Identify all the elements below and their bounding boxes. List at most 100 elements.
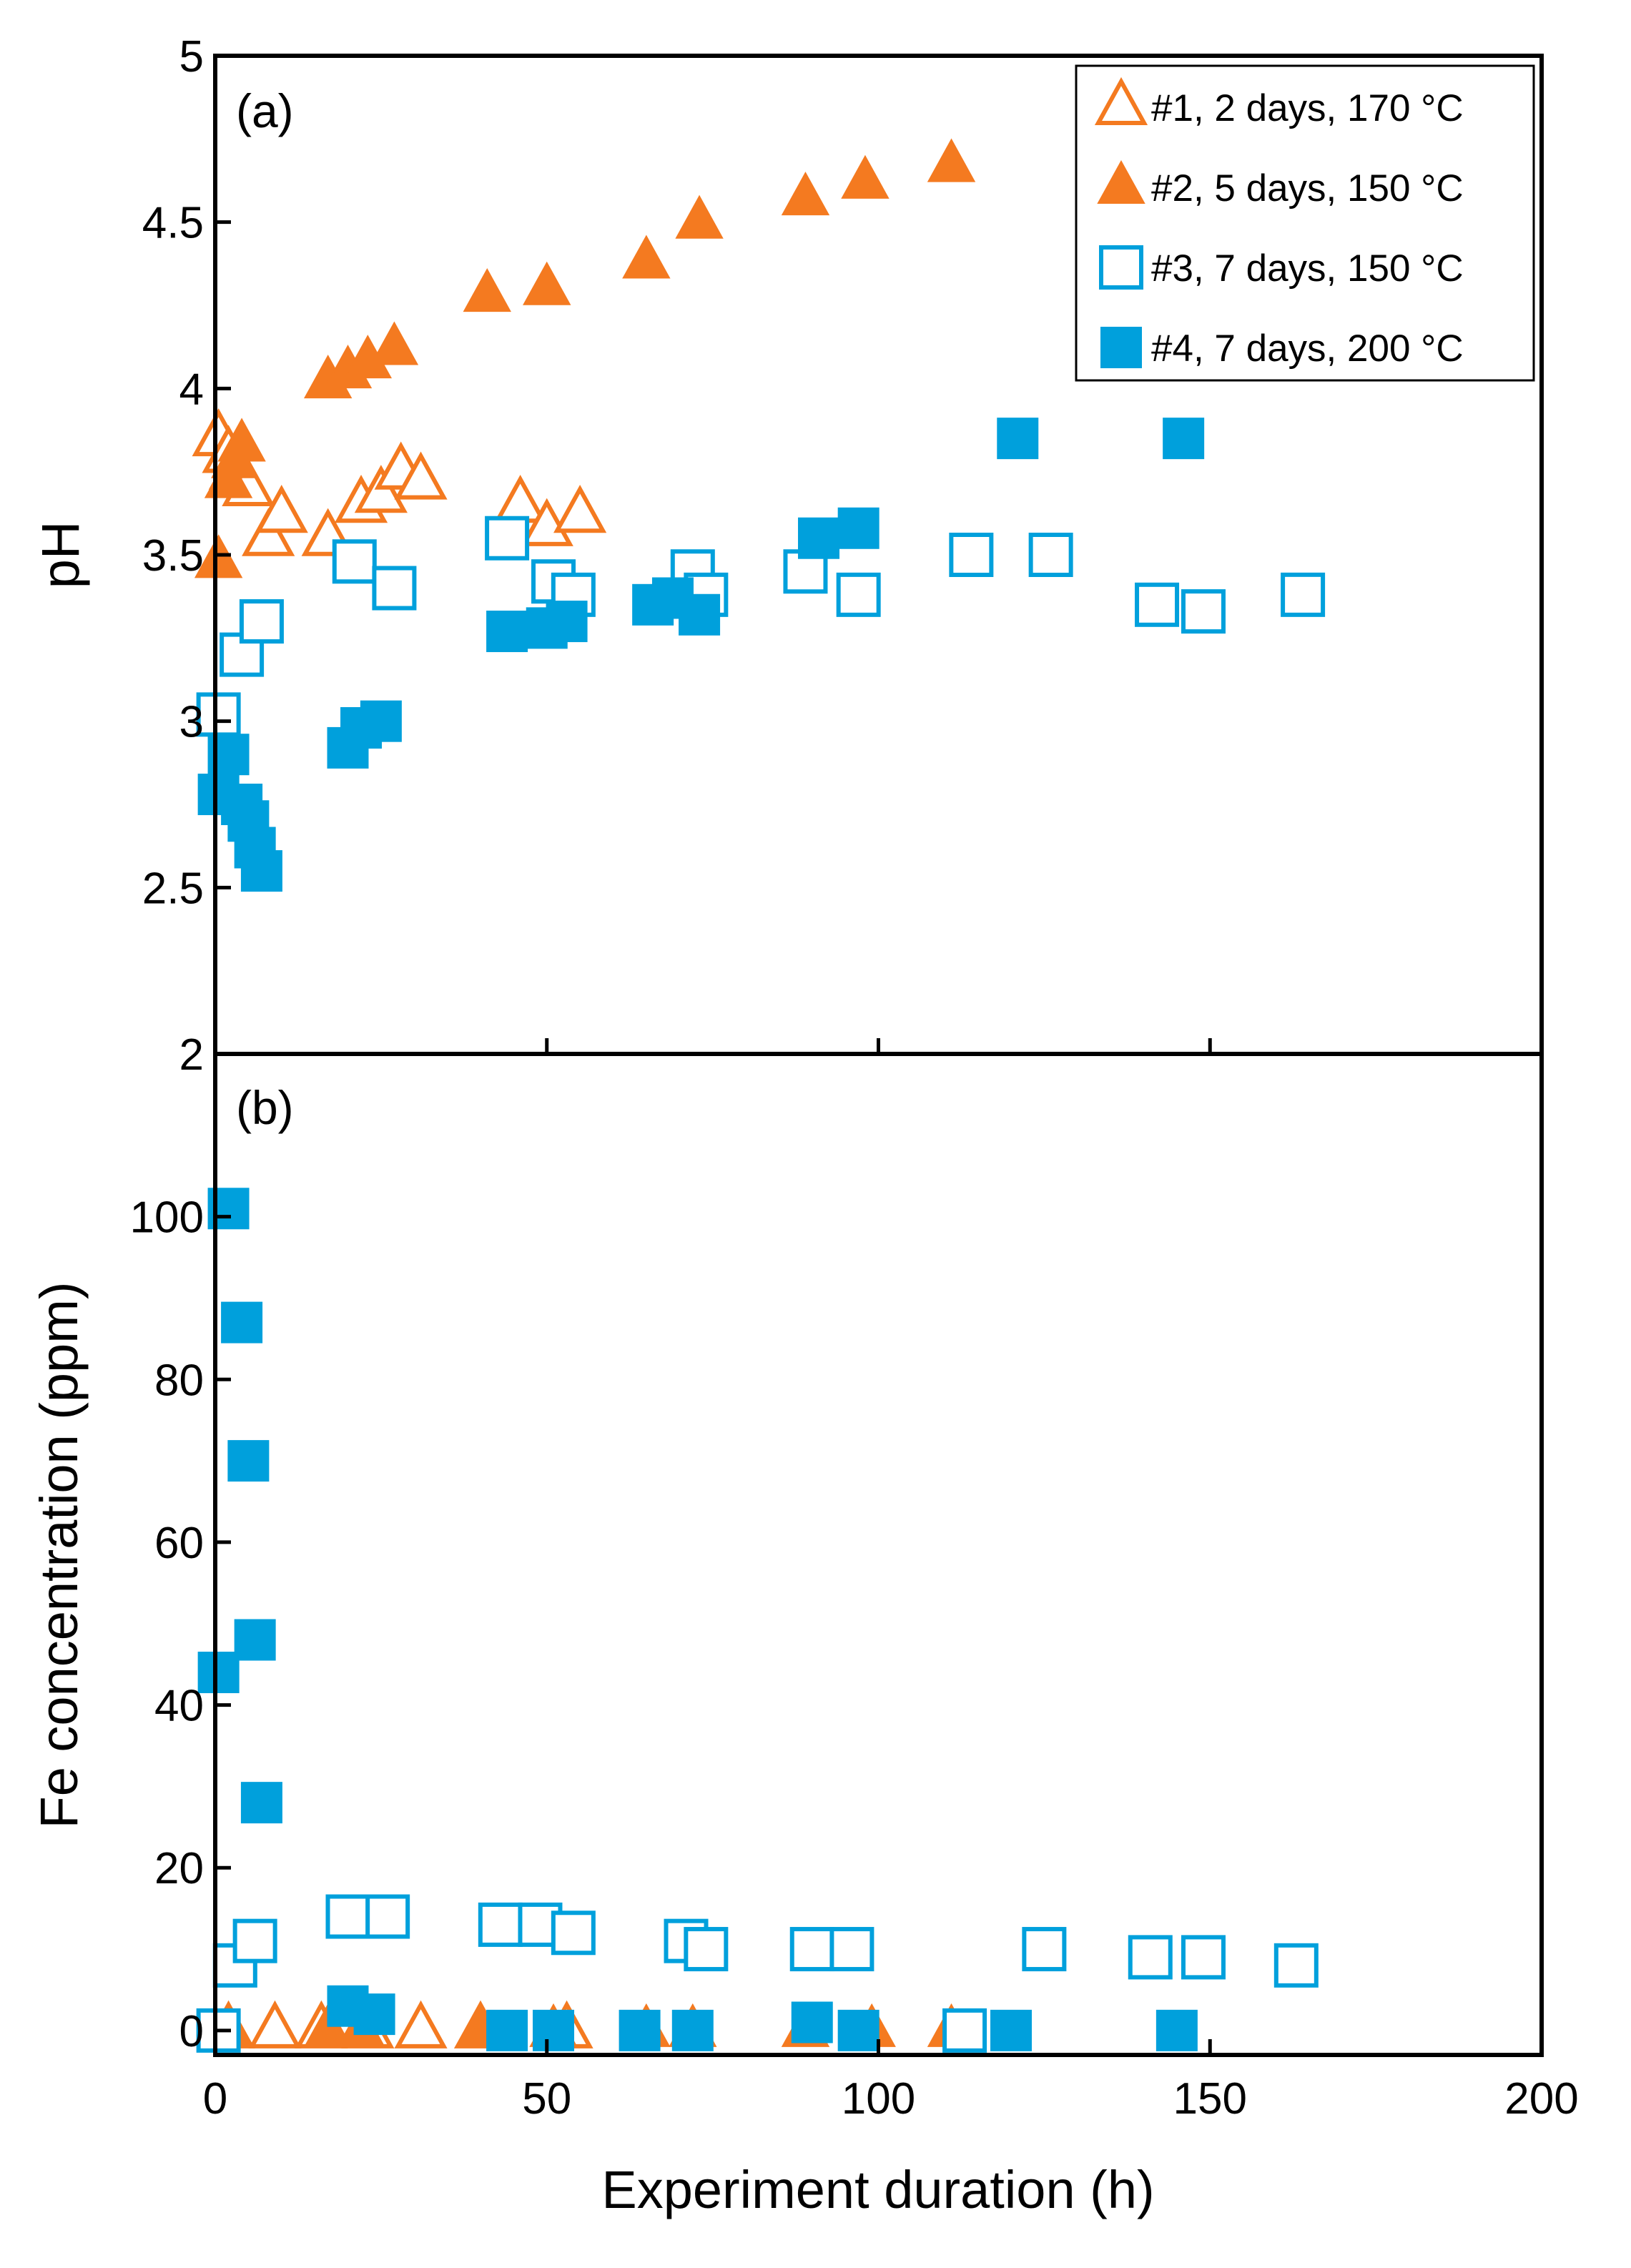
y-tick-label: 3.5	[142, 531, 204, 581]
legend: #1, 2 days, 170 °C #2, 5 days, 150 °C #3, …	[1075, 64, 1535, 382]
data-point-square-open	[829, 1927, 874, 1972]
y-tick-label: 100	[130, 1193, 204, 1243]
data-point-square-filled	[197, 1652, 240, 1694]
data-point-square-filled	[837, 507, 879, 549]
data-point-triangle-filled	[622, 235, 671, 279]
data-point-triangle-open	[553, 484, 607, 533]
data-point-square-filled	[486, 2009, 528, 2051]
data-point-square-filled	[234, 1619, 276, 1661]
x-tick-label: 200	[1504, 2074, 1578, 2124]
data-point-triangle-filled	[463, 268, 511, 312]
panel-a-x-ticks	[213, 1038, 1544, 1054]
data-point-square-filled	[619, 2009, 661, 2051]
panel-a-ph: 22.533.544.55 (a) pH #1, 2 days, 170 °C#…	[31, 32, 1544, 1080]
panel-b-y-axis-title: Fe concentration (ppm)	[29, 1281, 89, 1828]
data-point-triangle-filled	[217, 418, 266, 462]
data-point-square-open	[332, 539, 377, 584]
y-tick-label: 0	[179, 2007, 204, 2056]
data-point-triangle-open	[394, 451, 448, 500]
data-point-square-filled	[791, 2001, 833, 2043]
x-axis-title: Experiment duration (h)	[601, 2160, 1154, 2219]
data-point-triangle-filled	[927, 138, 976, 182]
data-point-square-open	[1128, 1935, 1173, 1980]
panel-b-y-ticks: 0 20 40 60 80 100	[130, 1193, 231, 2056]
data-point-square-filled	[1163, 418, 1205, 460]
data-point-triangle-open	[354, 465, 408, 513]
data-point-square-open	[1028, 533, 1073, 577]
x-tick-label: 50	[522, 2074, 571, 2124]
data-point-square-open	[1181, 1935, 1226, 1980]
data-point-square-filled	[240, 850, 282, 892]
y-tick-label: 60	[154, 1519, 204, 1568]
data-point-square-open	[684, 1927, 729, 1972]
legend-entry-label: #2, 5 days, 150 °C	[1151, 167, 1464, 209]
data-point-square-filled	[353, 1993, 395, 2036]
data-point-square-filled	[837, 2009, 879, 2051]
panel-b-fe: 0 20 40 60 80 100 0 50 100 150 200 (b) Fe concent…	[29, 1052, 1579, 2219]
panel-b-frame	[213, 1052, 1544, 2057]
panel-b-markers	[196, 1188, 1319, 2053]
data-point-square-filled	[533, 2009, 575, 2051]
legend-box	[1075, 64, 1535, 382]
y-tick-label: 2	[179, 1030, 204, 1080]
data-point-square-open	[372, 566, 417, 611]
data-point-square-open	[1135, 582, 1180, 627]
legend-entry-label: #4, 7 days, 200 °C	[1151, 327, 1464, 370]
legend-marker-square-filled	[1100, 327, 1142, 368]
panel-b-x-ticks: 0 50 100 150 200	[203, 2039, 1579, 2124]
data-point-triangle-filled	[841, 154, 890, 199]
data-point-triangle-filled	[781, 172, 830, 216]
data-point-square-filled	[227, 1440, 270, 1482]
data-point-triangle-filled	[675, 194, 724, 239]
data-point-square-filled	[486, 611, 528, 653]
data-point-square-filled	[546, 601, 588, 643]
y-tick-label: 2.5	[142, 864, 204, 913]
legend-entry-label: #3, 7 days, 150 °C	[1151, 247, 1464, 290]
data-point-square-open	[789, 1927, 834, 1972]
data-point-square-open	[836, 572, 881, 617]
legend-marker-triangle-open	[1094, 77, 1148, 126]
y-tick-label: 4.5	[142, 199, 204, 248]
data-point-triangle-open	[255, 484, 308, 533]
data-point-square-filled	[221, 1301, 263, 1343]
data-point-square-open	[942, 2008, 987, 2053]
data-point-square-open	[1281, 572, 1326, 617]
panel-b-label: (b)	[236, 1081, 294, 1134]
legend-marker-square-open	[1099, 245, 1143, 290]
data-point-square-open	[949, 533, 994, 577]
y-tick-label: 4	[179, 365, 204, 414]
data-point-square-filled	[798, 517, 840, 559]
data-point-square-open	[232, 1918, 277, 1963]
data-point-square-open	[485, 516, 530, 561]
panel-a-y-ticks: 2 2.5 3 3.5 4 4.5 5	[142, 32, 231, 1080]
panel-a-y-axis-title: pH	[31, 521, 90, 589]
data-point-triangle-open	[248, 2000, 302, 2048]
data-point-square-filled	[360, 700, 402, 742]
x-tick-label: 0	[203, 2074, 227, 2124]
data-point-square-open	[239, 599, 284, 644]
data-point-square-filled	[679, 593, 721, 636]
legend-marker-triangle-filled	[1097, 159, 1145, 204]
data-point-square-open	[365, 1894, 410, 1939]
data-point-triangle-open	[242, 508, 295, 556]
data-point-square-open	[1022, 1927, 1067, 1972]
data-point-triangle-open	[493, 475, 547, 523]
data-point-square-filled	[1156, 2009, 1198, 2051]
y-tick-label: 40	[154, 1682, 204, 1731]
data-point-square-filled	[671, 2009, 714, 2051]
legend-entry-label: #1, 2 days, 170 °C	[1151, 87, 1464, 129]
data-point-square-filled	[990, 2009, 1032, 2051]
y-tick-label: 20	[154, 1844, 204, 1893]
y-tick-label: 80	[154, 1356, 204, 1405]
data-point-square-open	[1273, 1943, 1319, 1988]
data-point-square-open	[325, 1894, 370, 1939]
data-point-square-open	[551, 1910, 596, 1956]
data-point-square-filled	[997, 418, 1039, 460]
data-point-triangle-open	[520, 498, 573, 546]
x-tick-label: 150	[1173, 2074, 1247, 2124]
data-point-square-open	[196, 692, 241, 737]
legend-entries: #1, 2 days, 170 °C #2, 5 days, 150 °C #3, …	[1094, 77, 1464, 370]
data-point-square-filled	[240, 1782, 282, 1824]
y-tick-label: 5	[179, 32, 204, 82]
